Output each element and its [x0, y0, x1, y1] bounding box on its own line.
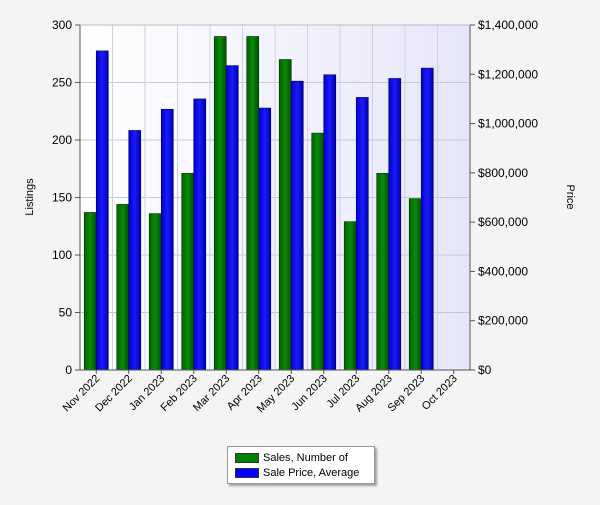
y-tick-label: 250 — [52, 76, 72, 90]
bar-sales — [311, 132, 325, 371]
legend-swatch-price — [235, 467, 259, 478]
legend-item-sales: Sales, Number of — [235, 451, 348, 464]
legend-label-price: Sale Price, Average — [263, 466, 360, 479]
y-tick-label: 200 — [52, 133, 72, 147]
bar-price — [193, 98, 207, 371]
y2-tick-label: $600,000 — [478, 215, 528, 229]
bar-price — [160, 108, 174, 371]
bar-sales — [278, 59, 292, 371]
y2-tick-label: $200,000 — [478, 314, 528, 328]
bar-price — [225, 65, 239, 371]
y2-axis-title: Price — [564, 184, 576, 209]
bar-sales — [83, 212, 97, 371]
bar-sales — [246, 36, 260, 371]
y-tick-label: 300 — [52, 18, 72, 32]
bar-price — [355, 97, 369, 371]
bar-sales — [376, 173, 390, 371]
y2-tick-label: $1,400,000 — [478, 18, 538, 32]
bar-price — [420, 67, 434, 371]
y-tick-label: 50 — [59, 306, 73, 320]
y-tick-label: 150 — [52, 191, 72, 205]
y2-tick-label: $800,000 — [478, 166, 528, 180]
bar-price — [95, 50, 109, 371]
bar-sales — [148, 213, 162, 371]
bar-sales — [181, 173, 195, 371]
bar-sales — [116, 204, 130, 371]
y-axis-title: Listings — [24, 178, 36, 216]
y2-tick-label: $0 — [478, 363, 492, 377]
bar-price — [323, 74, 337, 371]
bar-price — [290, 80, 304, 371]
bar-sales — [408, 198, 422, 371]
bar-sales — [343, 221, 357, 371]
y-tick-label: 100 — [52, 248, 72, 262]
legend-label-sales: Sales, Number of — [263, 451, 348, 464]
bar-price — [128, 130, 142, 371]
legend: Sales, Number of Sale Price, Average — [227, 446, 375, 484]
legend-item-price: Sale Price, Average — [235, 466, 359, 479]
y2-tick-label: $400,000 — [478, 264, 528, 278]
x-tick-label: Jun 2023 — [289, 373, 329, 413]
y2-tick-label: $1,000,000 — [478, 117, 538, 131]
y2-tick-label: $1,200,000 — [478, 67, 538, 81]
x-tick-label: Oct 2023 — [420, 373, 460, 413]
bar-price — [258, 107, 272, 371]
legend-swatch-sales — [235, 452, 259, 463]
y-tick-label: 0 — [65, 363, 72, 377]
bar-price — [388, 78, 402, 371]
bar-sales — [213, 36, 227, 371]
